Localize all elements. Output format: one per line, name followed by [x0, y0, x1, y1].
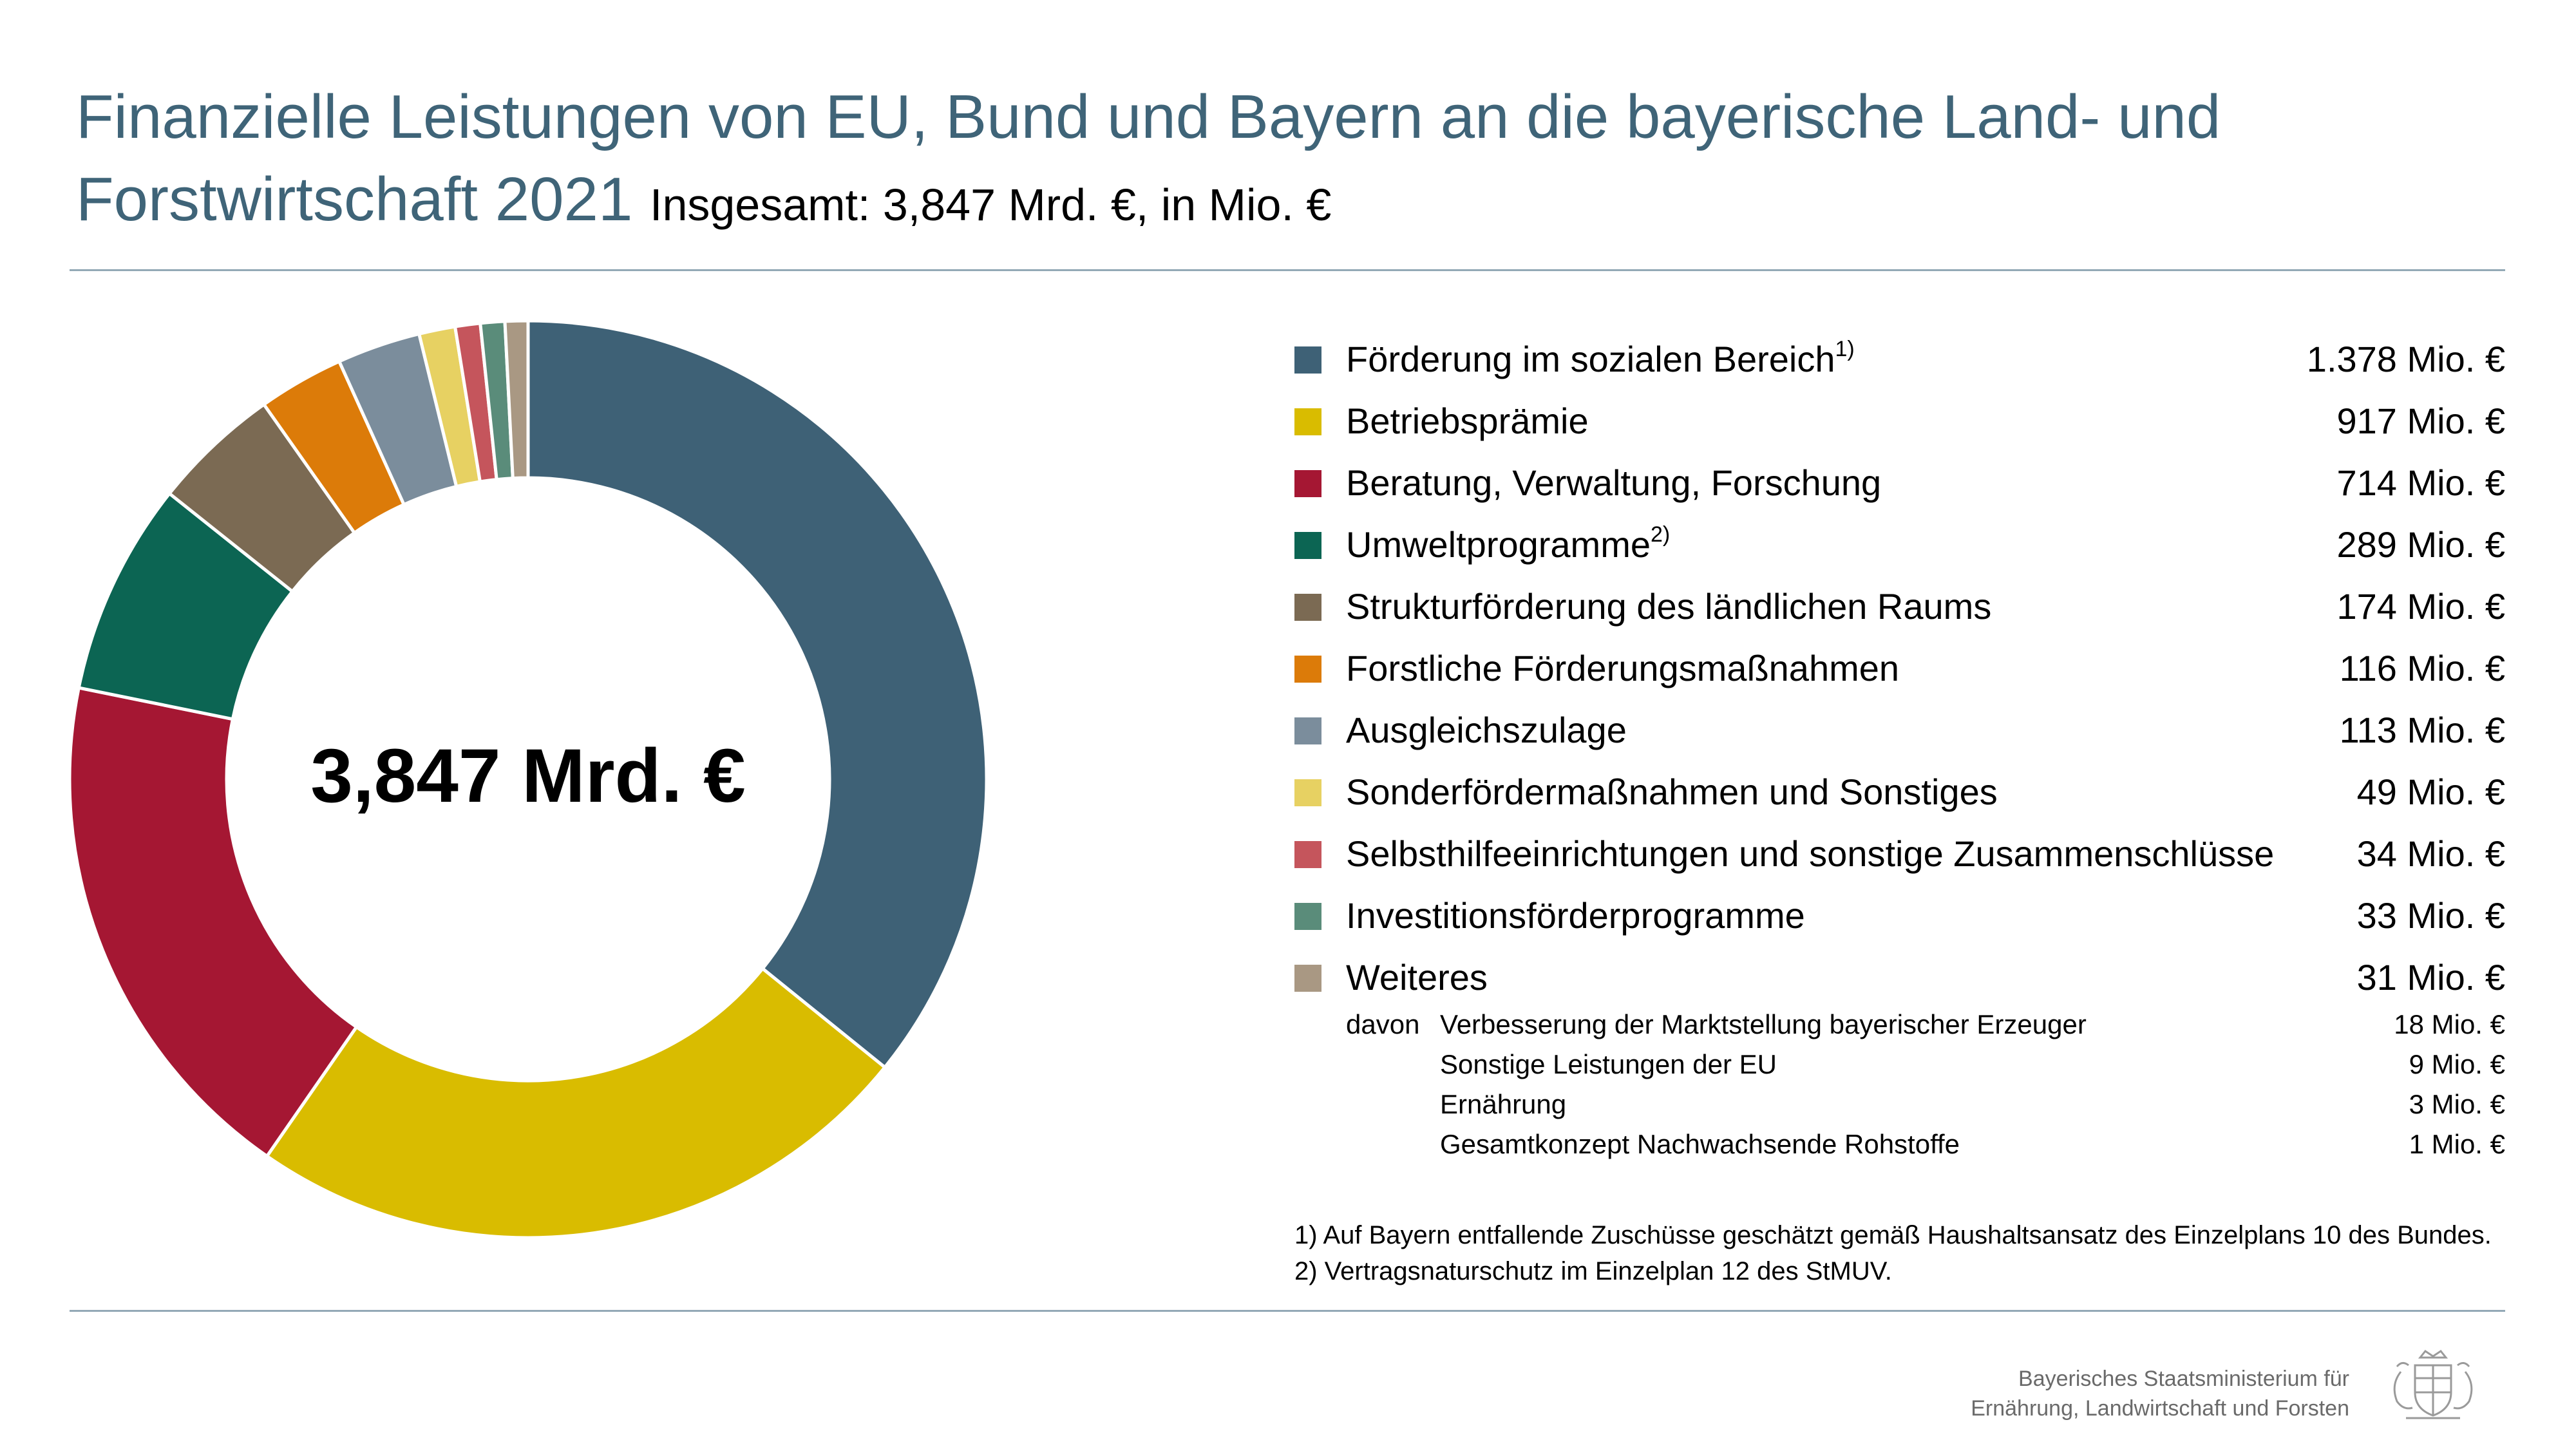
legend-value: 31 Mio. €: [2356, 957, 2505, 998]
legend-swatch: [1294, 594, 1321, 621]
legend-item: Weiteres 31 Mio. €: [1294, 947, 2505, 1009]
breakdown-label: Verbesserung der Marktstellung bayerisch…: [1440, 1009, 2087, 1039]
chart-subtitle: Insgesamt: 3,847 Mrd. €, in Mio. €: [650, 180, 1332, 230]
chart-title: Finanzielle Leistungen von EU, Bund und …: [76, 82, 2221, 234]
legend-value: 34 Mio. €: [2356, 833, 2505, 874]
ministry-line-1: Bayerisches Staatsministerium für: [2018, 1367, 2349, 1391]
legend-item: Umweltprogramme2) 289 Mio. €: [1294, 514, 2505, 576]
legend-label: Ausgleichszulage: [1346, 710, 1627, 750]
footnote-2: 2) Vertragsnaturschutz im Einzelplan 12 …: [1294, 1257, 1892, 1285]
breakdown-label: Gesamtkonzept Nachwachsende Rohstoffe: [1440, 1129, 1960, 1159]
breakdown-value: 9 Mio. €: [2409, 1049, 2505, 1079]
legend-value: 917 Mio. €: [2336, 401, 2506, 441]
donut-slice-1: [265, 966, 887, 1240]
legend-swatch: [1294, 965, 1321, 992]
legend-swatch: [1294, 656, 1321, 683]
weiteres-breakdown: davon Verbesserung der Marktstellung baye…: [1294, 1005, 2505, 1164]
breakdown-item: Ernährung 3 Mio. €: [1294, 1084, 2505, 1124]
footnotes: 1) Auf Bayern entfallende Zuschüsse gesc…: [1294, 1217, 2492, 1289]
legend-item: Investitionsförderprogramme 33 Mio. €: [1294, 885, 2505, 947]
legend-label: Umweltprogramme2): [1346, 522, 1671, 565]
breakdown-item: Gesamtkonzept Nachwachsende Rohstoffe 1 M…: [1294, 1124, 2505, 1164]
footnote-marker: 2): [1651, 522, 1671, 547]
donut-center-total: 3,847 Mrd. €: [310, 734, 746, 819]
legend-label: Förderung im sozialen Bereich1): [1346, 337, 1855, 379]
footnote-marker: 1): [1835, 337, 1855, 361]
legend-value: 33 Mio. €: [2356, 895, 2505, 936]
legend-swatch: [1294, 717, 1321, 744]
legend-swatch: [1294, 841, 1321, 868]
donut-chart: [68, 319, 989, 1240]
legend-item: Strukturförderung des ländlichen Raums 17…: [1294, 576, 2505, 638]
legend-label: Beratung, Verwaltung, Forschung: [1346, 462, 1882, 503]
legend-swatch: [1294, 903, 1321, 930]
legend-value: 714 Mio. €: [2336, 462, 2506, 503]
legend-swatch: [1294, 532, 1321, 559]
breakdown-item: davon Verbesserung der Marktstellung baye…: [1294, 1005, 2505, 1045]
bavarian-coat-of-arms-icon: [2393, 1349, 2473, 1419]
ministry-name: Bayerisches Staatsministerium für Ernähr…: [1971, 1364, 2349, 1423]
legend-swatch: [1294, 470, 1321, 497]
legend-item: Ausgleichszulage 113 Mio. €: [1294, 699, 2505, 761]
ministry-line-2: Ernährung, Landwirtschaft und Forsten: [1971, 1396, 2349, 1421]
top-divider: [70, 269, 2505, 271]
legend-value: 289 Mio. €: [2336, 524, 2506, 565]
legend-value: 113 Mio. €: [2339, 710, 2505, 750]
legend-label: Selbsthilfeeinrichtungen und sonstige Zu…: [1346, 833, 2275, 874]
footnote-1: 1) Auf Bayern entfallende Zuschüsse gesc…: [1294, 1221, 2492, 1249]
legend-value: 49 Mio. €: [2356, 772, 2505, 812]
legend-item: Förderung im sozialen Bereich1) 1.378 Mio…: [1294, 328, 2505, 390]
legend-swatch: [1294, 346, 1321, 374]
legend-label: Weiteres: [1346, 957, 1488, 998]
breakdown-value: 1 Mio. €: [2409, 1129, 2505, 1159]
breakdown-value: 3 Mio. €: [2409, 1089, 2505, 1119]
donut-slice-0: [526, 319, 989, 1070]
legend-label: Sonderfördermaßnahmen und Sonstiges: [1346, 772, 1998, 812]
breakdown-item: Sonstige Leistungen der EU 9 Mio. €: [1294, 1045, 2505, 1084]
legend-item: Sonderfördermaßnahmen und Sonstiges 49 Mi…: [1294, 761, 2505, 823]
legend-label: Betriebsprämie: [1346, 401, 1589, 441]
legend-swatch: [1294, 408, 1321, 435]
legend-value: 174 Mio. €: [2336, 586, 2506, 627]
bottom-divider: [70, 1310, 2505, 1312]
legend-swatch: [1294, 779, 1321, 806]
page-title: Finanzielle Leistungen von EU, Bund und …: [76, 76, 2394, 246]
breakdown-value: 18 Mio. €: [2394, 1009, 2505, 1039]
legend-item: Forstliche Förderungsmaßnahmen 116 Mio. €: [1294, 638, 2505, 699]
breakdown-label: Ernährung: [1440, 1089, 1567, 1119]
donut-slice-2: [68, 686, 359, 1159]
breakdown-label: Sonstige Leistungen der EU: [1440, 1049, 1777, 1079]
legend-label: Strukturförderung des ländlichen Raums: [1346, 586, 1992, 627]
legend-item: Betriebsprämie 917 Mio. €: [1294, 390, 2505, 452]
legend-value: 116 Mio. €: [2339, 648, 2505, 688]
donut-slice-10: [503, 319, 530, 480]
legend-item: Selbsthilfeeinrichtungen und sonstige Zu…: [1294, 823, 2505, 885]
chart-legend: Förderung im sozialen Bereich1) 1.378 Mio…: [1294, 328, 2505, 1164]
legend-value: 1.378 Mio. €: [2306, 339, 2505, 379]
breakdown-prefix: davon: [1346, 1009, 1420, 1039]
legend-label: Forstliche Förderungsmaßnahmen: [1346, 648, 1900, 688]
legend-item: Beratung, Verwaltung, Forschung 714 Mio. …: [1294, 452, 2505, 514]
legend-label: Investitionsförderprogramme: [1346, 895, 1805, 936]
